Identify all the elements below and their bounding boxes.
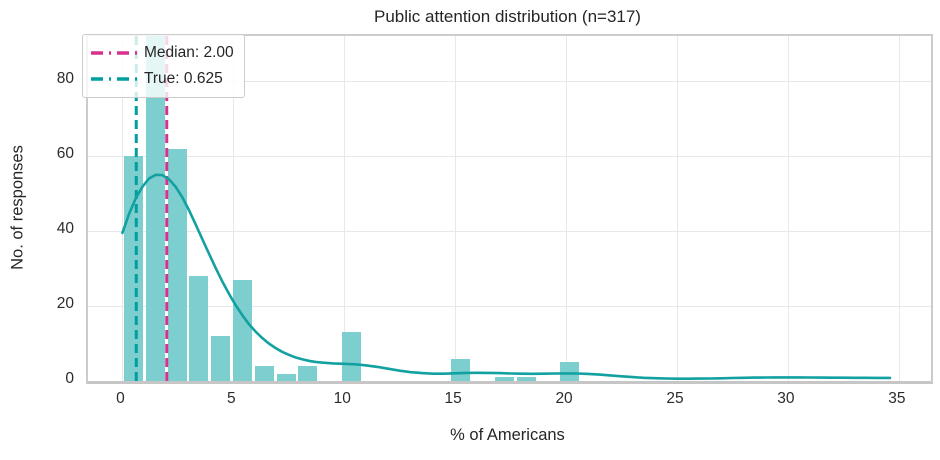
x-tick-label: 25 [666, 390, 684, 407]
chart-title: Public attention distribution (n=317) [374, 7, 641, 26]
v-gridline [566, 36, 568, 381]
y-tick-label: 0 [65, 370, 74, 387]
h-gridline [88, 156, 931, 157]
v-gridline [455, 36, 457, 381]
plot-area [86, 34, 933, 384]
v-gridline [787, 36, 789, 381]
histogram-bar [298, 366, 318, 381]
histogram-bar [451, 358, 471, 381]
x-tick-label: 10 [333, 390, 351, 407]
h-gridline [88, 231, 931, 232]
true-dashed-line-swatch [91, 77, 137, 81]
x-tick-label: 20 [555, 390, 573, 407]
legend-item-true: True: 0.625 [91, 66, 234, 92]
histogram-bar [494, 377, 514, 382]
legend-label-median: Median: 2.00 [144, 44, 234, 61]
histogram-bar [342, 332, 362, 382]
y-tick-label: 80 [56, 70, 74, 87]
histogram-bar [211, 336, 231, 381]
histogram-bar [516, 377, 536, 382]
histogram-bar [233, 279, 252, 382]
histogram-bar [254, 366, 274, 381]
histogram-bar [167, 148, 187, 381]
histogram-bar [123, 156, 143, 381]
histogram-bar [276, 373, 296, 381]
legend-label-true: True: 0.625 [144, 70, 223, 87]
y-tick-label: 40 [56, 220, 74, 237]
median-dashed-line-swatch [91, 51, 137, 55]
y-tick-label: 60 [56, 145, 74, 162]
y-tick-label: 20 [56, 295, 74, 312]
x-tick-label: 35 [888, 390, 906, 407]
legend-item-median: Median: 2.00 [91, 40, 234, 66]
x-axis-label: % of Americans [450, 426, 565, 444]
histogram-bar [189, 276, 209, 381]
h-gridline [88, 81, 931, 82]
x-tick-label: 5 [226, 390, 236, 407]
x-tick-label: 0 [116, 390, 125, 407]
h-gridline [88, 306, 931, 307]
x-tick-label: 30 [777, 390, 795, 407]
v-gridline [344, 36, 346, 381]
v-gridline [676, 36, 678, 381]
histogram-bar [560, 362, 580, 382]
x-tick-label: 15 [444, 390, 462, 407]
legend: Median: 2.00 True: 0.625 [82, 34, 245, 98]
v-gridline [898, 36, 900, 381]
